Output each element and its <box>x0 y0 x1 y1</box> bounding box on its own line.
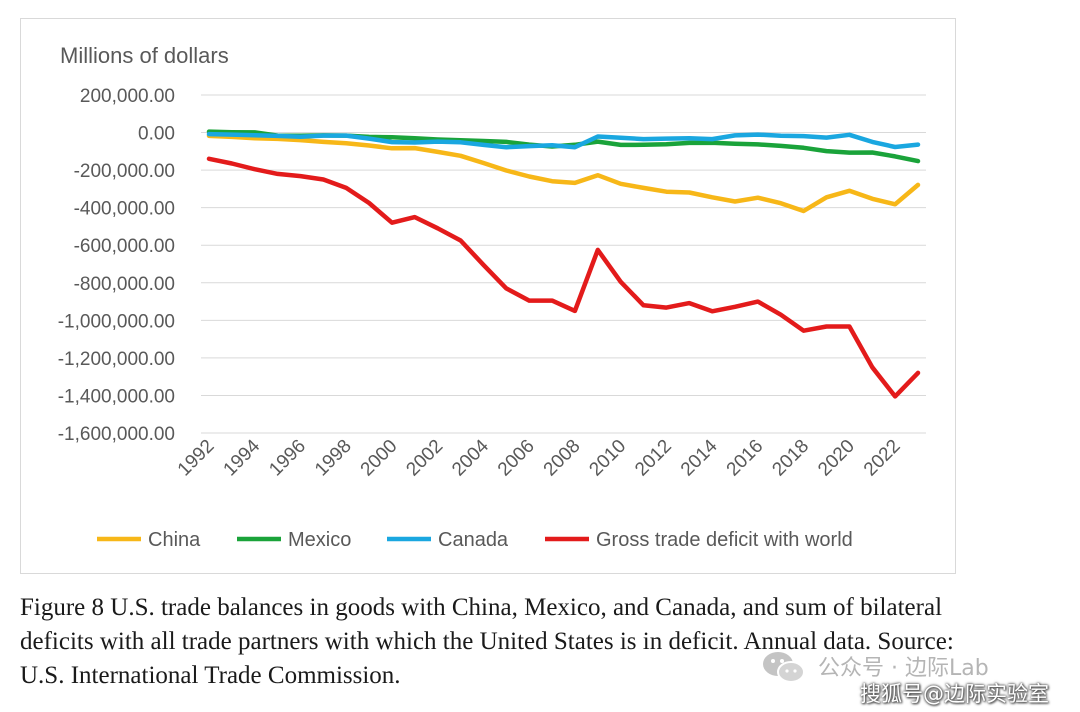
caption-line-1: Figure 8 U.S. trade balances in goods wi… <box>20 594 943 621</box>
x-tick-label: 2014 <box>677 435 722 480</box>
x-tick-label: 1994 <box>220 435 265 480</box>
y-tick-label: -400,000.00 <box>74 199 175 220</box>
trade-balance-line-chart: Millions of dollars 200,000.00 0.00 -200,0… <box>58 43 926 551</box>
y-tick-label: -1,400,000.00 <box>58 386 175 407</box>
legend-label: Mexico <box>288 529 351 551</box>
watermark-line-1: 公众号 · 边际Lab <box>818 656 989 681</box>
watermark: 公众号 · 边际Lab 搜狐号@边际实验室 <box>760 648 1060 708</box>
caption-line-2: deficits with all trade partners with wh… <box>20 628 954 655</box>
x-tick-label: 1992 <box>174 436 219 481</box>
y-tick-label: 0.00 <box>138 124 175 145</box>
x-tick-label: 2004 <box>448 435 493 480</box>
legend-label: Gross trade deficit with world <box>596 529 853 551</box>
figure-caption: Figure 8 U.S. trade balances in goods wi… <box>20 591 1070 693</box>
x-tick-label: 2018 <box>768 436 813 481</box>
x-tick-label: 2016 <box>723 436 768 481</box>
x-tick-label: 2002 <box>402 436 447 481</box>
y-tick-label: 200,000.00 <box>80 86 175 107</box>
y-tick-label: -1,200,000.00 <box>58 349 175 370</box>
legend-label: Canada <box>438 529 509 551</box>
y-tick-label: -1,600,000.00 <box>58 424 175 445</box>
x-tick-label: 2010 <box>585 436 630 481</box>
chart-frame: Millions of dollars 200,000.00 0.00 -200,0… <box>20 18 956 574</box>
wechat-icon <box>763 652 805 683</box>
legend-label: China <box>148 529 201 551</box>
y-tick-label: -200,000.00 <box>74 161 175 182</box>
y-tick-label: -1,000,000.00 <box>58 311 175 332</box>
x-tick-label: 1998 <box>311 436 356 481</box>
x-tick-label: 2020 <box>814 436 859 481</box>
x-tick-label: 2000 <box>357 436 402 481</box>
series-line-gross-trade-deficit-with-world <box>206 156 921 399</box>
series-line-china <box>206 133 921 214</box>
y-axis-label: Millions of dollars <box>60 43 229 68</box>
x-tick-label: 1996 <box>265 436 310 481</box>
y-tick-label: -600,000.00 <box>74 236 175 257</box>
x-tick-label: 2022 <box>860 436 905 481</box>
y-tick-label: -800,000.00 <box>74 274 175 295</box>
series-line-canada <box>206 131 921 150</box>
x-tick-label: 2008 <box>540 436 585 481</box>
watermark-line-2: 搜狐号@边际实验室 <box>860 682 1049 706</box>
x-tick-label: 2006 <box>494 436 539 481</box>
caption-line-3: U.S. International Trade Commission. <box>20 662 401 689</box>
x-tick-label: 2012 <box>631 436 676 481</box>
